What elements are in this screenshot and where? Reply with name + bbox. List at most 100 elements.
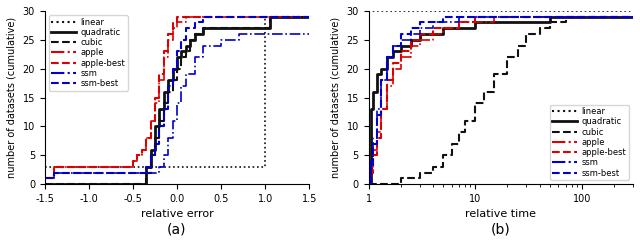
Line: linear: linear	[369, 11, 633, 184]
apple-best	[439, 27, 447, 30]
ssm-best	[177, 38, 185, 41]
quadratic	[367, 108, 374, 111]
apple	[102, 165, 110, 168]
apple-best	[147, 119, 154, 122]
quadratic	[186, 38, 194, 41]
cubic	[472, 102, 479, 105]
ssm-best	[472, 15, 479, 18]
Y-axis label: number of datasets (cumulative): number of datasets (cumulative)	[7, 17, 17, 178]
quadratic	[455, 27, 463, 30]
Line: quadratic: quadratic	[369, 17, 633, 184]
ssm-best	[50, 171, 58, 174]
ssm	[191, 56, 198, 59]
apple	[50, 165, 58, 168]
Line: quadratic: quadratic	[45, 17, 309, 184]
ssm-best	[369, 142, 377, 145]
ssm-best	[439, 15, 447, 18]
ssm	[407, 33, 415, 36]
ssm-best	[407, 27, 415, 30]
Line: ssm: ssm	[369, 17, 633, 184]
apple-best	[629, 15, 637, 18]
ssm	[629, 15, 637, 18]
quadratic	[579, 15, 586, 18]
cubic	[455, 131, 463, 134]
quadratic	[266, 15, 273, 18]
cubic	[522, 33, 530, 36]
apple-best	[182, 15, 189, 18]
ssm	[490, 15, 498, 18]
ssm-best	[182, 27, 189, 30]
apple-best	[173, 15, 181, 18]
quadratic	[138, 183, 145, 186]
ssm-best	[546, 15, 554, 18]
quadratic	[397, 44, 404, 47]
ssm-best	[377, 79, 385, 82]
apple	[138, 148, 145, 151]
cubic	[41, 183, 49, 186]
quadratic	[383, 56, 391, 59]
ssm-best	[367, 165, 374, 168]
apple-best	[151, 96, 159, 99]
ssm	[177, 84, 185, 87]
ssm-best	[504, 15, 511, 18]
apple-best	[407, 38, 415, 41]
quadratic	[177, 50, 185, 53]
apple-best	[85, 165, 93, 168]
ssm-best	[129, 171, 137, 174]
apple	[522, 15, 530, 18]
apple	[546, 15, 554, 18]
apple-best	[522, 15, 530, 18]
ssm-best	[389, 44, 397, 47]
quadratic	[200, 27, 207, 30]
quadratic	[156, 108, 163, 111]
Line: apple-best: apple-best	[45, 17, 309, 178]
Y-axis label: number of datasets (cumulative): number of datasets (cumulative)	[331, 17, 340, 178]
ssm-best	[261, 15, 269, 18]
linear	[365, 9, 372, 12]
apple	[147, 119, 154, 122]
cubic	[461, 119, 469, 122]
apple-best	[217, 15, 225, 18]
quadratic	[142, 165, 150, 168]
apple	[429, 33, 436, 36]
apple	[164, 38, 172, 41]
apple-best	[504, 15, 511, 18]
ssm-best	[415, 21, 423, 24]
apple-best	[455, 21, 463, 24]
ssm	[160, 154, 168, 157]
cubic	[138, 183, 145, 186]
quadratic	[369, 90, 377, 93]
quadratic	[235, 27, 243, 30]
ssm-best	[191, 21, 198, 24]
quadratic	[439, 27, 447, 30]
cubic	[504, 56, 511, 59]
ssm	[173, 102, 181, 105]
quadratic	[182, 44, 189, 47]
ssm-best	[365, 183, 372, 186]
apple-best	[156, 73, 163, 76]
apple-best	[383, 79, 391, 82]
quadratic	[160, 90, 168, 93]
apple-best	[50, 165, 58, 168]
X-axis label: relative time: relative time	[465, 209, 536, 220]
apple	[151, 102, 159, 105]
cubic	[261, 27, 269, 30]
apple	[173, 21, 181, 24]
quadratic	[151, 125, 159, 128]
cubic	[235, 27, 243, 30]
ssm	[138, 171, 145, 174]
cubic	[514, 44, 522, 47]
apple-best	[138, 148, 145, 151]
Legend: linear, quadratic, cubic, apple, apple-best, ssm, ssm-best: linear, quadratic, cubic, apple, apple-b…	[49, 15, 128, 91]
quadratic	[629, 15, 637, 18]
apple	[383, 84, 391, 87]
ssm	[579, 15, 586, 18]
ssm	[522, 15, 530, 18]
apple	[125, 165, 132, 168]
ssm	[415, 27, 423, 30]
quadratic	[164, 79, 172, 82]
ssm	[369, 137, 377, 140]
apple	[367, 165, 374, 168]
ssm-best	[169, 67, 177, 70]
apple	[472, 21, 479, 24]
